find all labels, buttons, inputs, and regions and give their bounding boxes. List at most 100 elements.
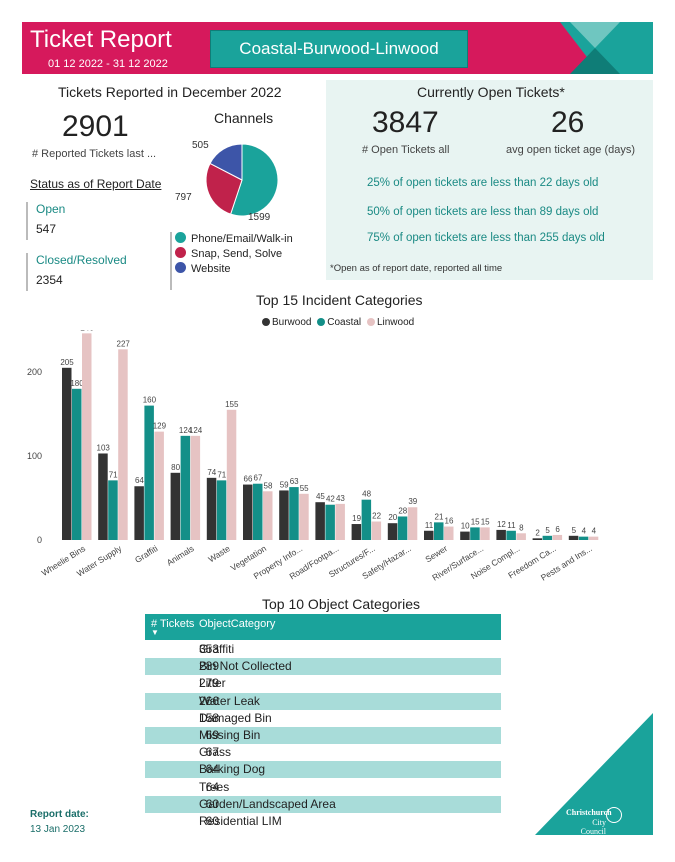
bar-coastal[interactable] (325, 504, 335, 540)
bar-burwood[interactable] (460, 531, 470, 540)
bar-coastal[interactable] (289, 487, 299, 540)
row-count: 67 (205, 745, 219, 760)
bar-linwood[interactable] (335, 503, 345, 540)
pie-label-0: 1599 (248, 212, 271, 223)
bar-linwood[interactable] (552, 534, 563, 540)
bar-value-label: 45 (316, 492, 325, 501)
bar-burwood[interactable] (170, 472, 181, 540)
row-category: Grass (199, 745, 232, 760)
table-row[interactable]: 353 Graffiti (145, 641, 501, 658)
bar-linwood[interactable] (263, 491, 273, 540)
table-row[interactable]: 60 Garden/Landscaped Area (145, 795, 501, 813)
bar-burwood[interactable] (279, 490, 289, 540)
bar-burwood[interactable] (424, 530, 434, 540)
bar-coastal[interactable] (253, 483, 263, 540)
pie-slice-1[interactable] (205, 162, 243, 215)
bar-coastal[interactable] (470, 527, 480, 540)
bar-value-label: 6 (555, 525, 560, 534)
bar-coastal[interactable] (361, 499, 372, 540)
bar-coastal[interactable] (144, 405, 154, 540)
bar-linwood[interactable] (516, 533, 526, 540)
bar-burwood[interactable] (568, 535, 579, 540)
table-row[interactable]: 64 Trees (145, 779, 501, 796)
bar-coastal[interactable] (180, 435, 191, 540)
row-category: Bin Not Collected (199, 659, 292, 674)
legend-snap[interactable]: Snap, Send, Solve (175, 247, 293, 260)
bar-coastal[interactable] (506, 530, 516, 540)
table-row[interactable]: 158 Damaged Bin (145, 710, 501, 727)
bar-coastal[interactable] (216, 480, 227, 540)
table-row[interactable]: 64 Barking Dog (145, 761, 501, 779)
sort-desc-icon[interactable]: ▼ (151, 628, 159, 637)
bar-linwood[interactable] (190, 435, 201, 540)
bar-coastal[interactable] (108, 480, 118, 540)
bar-coastal[interactable] (397, 516, 408, 540)
legend-burwood[interactable]: Burwood (272, 317, 312, 328)
legend-coastal[interactable]: Coastal (327, 317, 362, 328)
table-row[interactable]: 266 Water Leak (145, 692, 501, 710)
table-row[interactable]: 289 Bin Not Collected (145, 658, 501, 676)
bar-coastal[interactable] (72, 388, 82, 540)
bar-value-label: 10 (461, 522, 470, 531)
col-tickets-header[interactable]: # Tickets (151, 618, 195, 630)
bar-coastal[interactable] (542, 535, 553, 540)
bar-burwood[interactable] (206, 477, 217, 540)
bar-linwood[interactable] (82, 333, 92, 540)
row-count: 64 (205, 762, 219, 777)
bar-value-label: 39 (408, 497, 417, 506)
bar-burwood[interactable] (387, 523, 398, 540)
bar-linwood[interactable] (588, 536, 599, 540)
bar-burwood[interactable] (496, 529, 506, 540)
y-tick-label: 100 (27, 451, 42, 461)
col-category-header[interactable]: ObjectCategory (199, 618, 276, 630)
bar-value-label: 66 (244, 475, 253, 484)
bar-linwood[interactable] (407, 507, 418, 540)
bar-linwood[interactable] (480, 527, 490, 540)
bar-coastal[interactable] (578, 536, 589, 540)
row-count: 158 (198, 710, 219, 725)
bar-linwood[interactable] (118, 349, 128, 540)
bar-value-label: 20 (388, 513, 397, 522)
open-count: 3847 (372, 106, 439, 139)
table-row[interactable]: 67 Grass (145, 744, 501, 761)
pie-label-2: 505 (192, 140, 209, 151)
council-logo-line2: City Council (580, 818, 606, 836)
row-count: 266 (198, 693, 219, 708)
bar-burwood[interactable] (532, 538, 543, 540)
bar-linwood[interactable] (371, 521, 382, 540)
row-count: 353 (198, 642, 219, 656)
bar-burwood[interactable] (62, 367, 72, 540)
closed-label: Closed/Resolved (36, 253, 127, 267)
x-tick-label: Sewer (423, 543, 449, 564)
bar-burwood[interactable] (134, 486, 144, 540)
bar-burwood[interactable] (243, 484, 253, 540)
open-p75: 75% of open tickets are less than 255 da… (367, 232, 605, 244)
bar-linwood[interactable] (154, 431, 164, 540)
bar-linwood[interactable] (226, 409, 237, 540)
bar-value-label: 5 (545, 526, 550, 535)
open-p25: 25% of open tickets are less than 22 day… (367, 177, 599, 189)
bar-burwood[interactable] (315, 502, 325, 540)
bar-value-label: 80 (171, 463, 180, 472)
bar-linwood[interactable] (299, 493, 309, 540)
table-row[interactable]: 279 Litter (145, 675, 501, 692)
bar-value-label: 67 (254, 474, 263, 483)
bar-coastal[interactable] (434, 522, 444, 540)
legend-website-label: Website (191, 263, 231, 275)
open-p50: 50% of open tickets are less than 89 day… (367, 206, 599, 218)
bar-linwood[interactable] (444, 526, 454, 540)
reported-heading: Tickets Reported in December 2022 (58, 84, 282, 100)
bar-value-label: 74 (207, 468, 216, 477)
legend-phone[interactable]: Phone/Email/Walk-in (175, 232, 293, 245)
ward-selector[interactable]: Coastal-Burwood-Linwood (210, 30, 468, 68)
bar-value-label: 129 (153, 422, 167, 431)
legend-website[interactable]: Website (175, 262, 293, 275)
pie-slice-2[interactable] (209, 143, 243, 181)
bar-burwood[interactable] (98, 453, 108, 540)
table-row[interactable]: 69 Missing Bin (145, 727, 501, 744)
table-row[interactable]: 60 Residential LIM (145, 813, 501, 830)
row-category: Missing Bin (199, 728, 261, 742)
bar-burwood[interactable] (351, 524, 362, 540)
closed-value: 2354 (36, 273, 63, 287)
legend-linwood[interactable]: Linwood (376, 317, 415, 328)
